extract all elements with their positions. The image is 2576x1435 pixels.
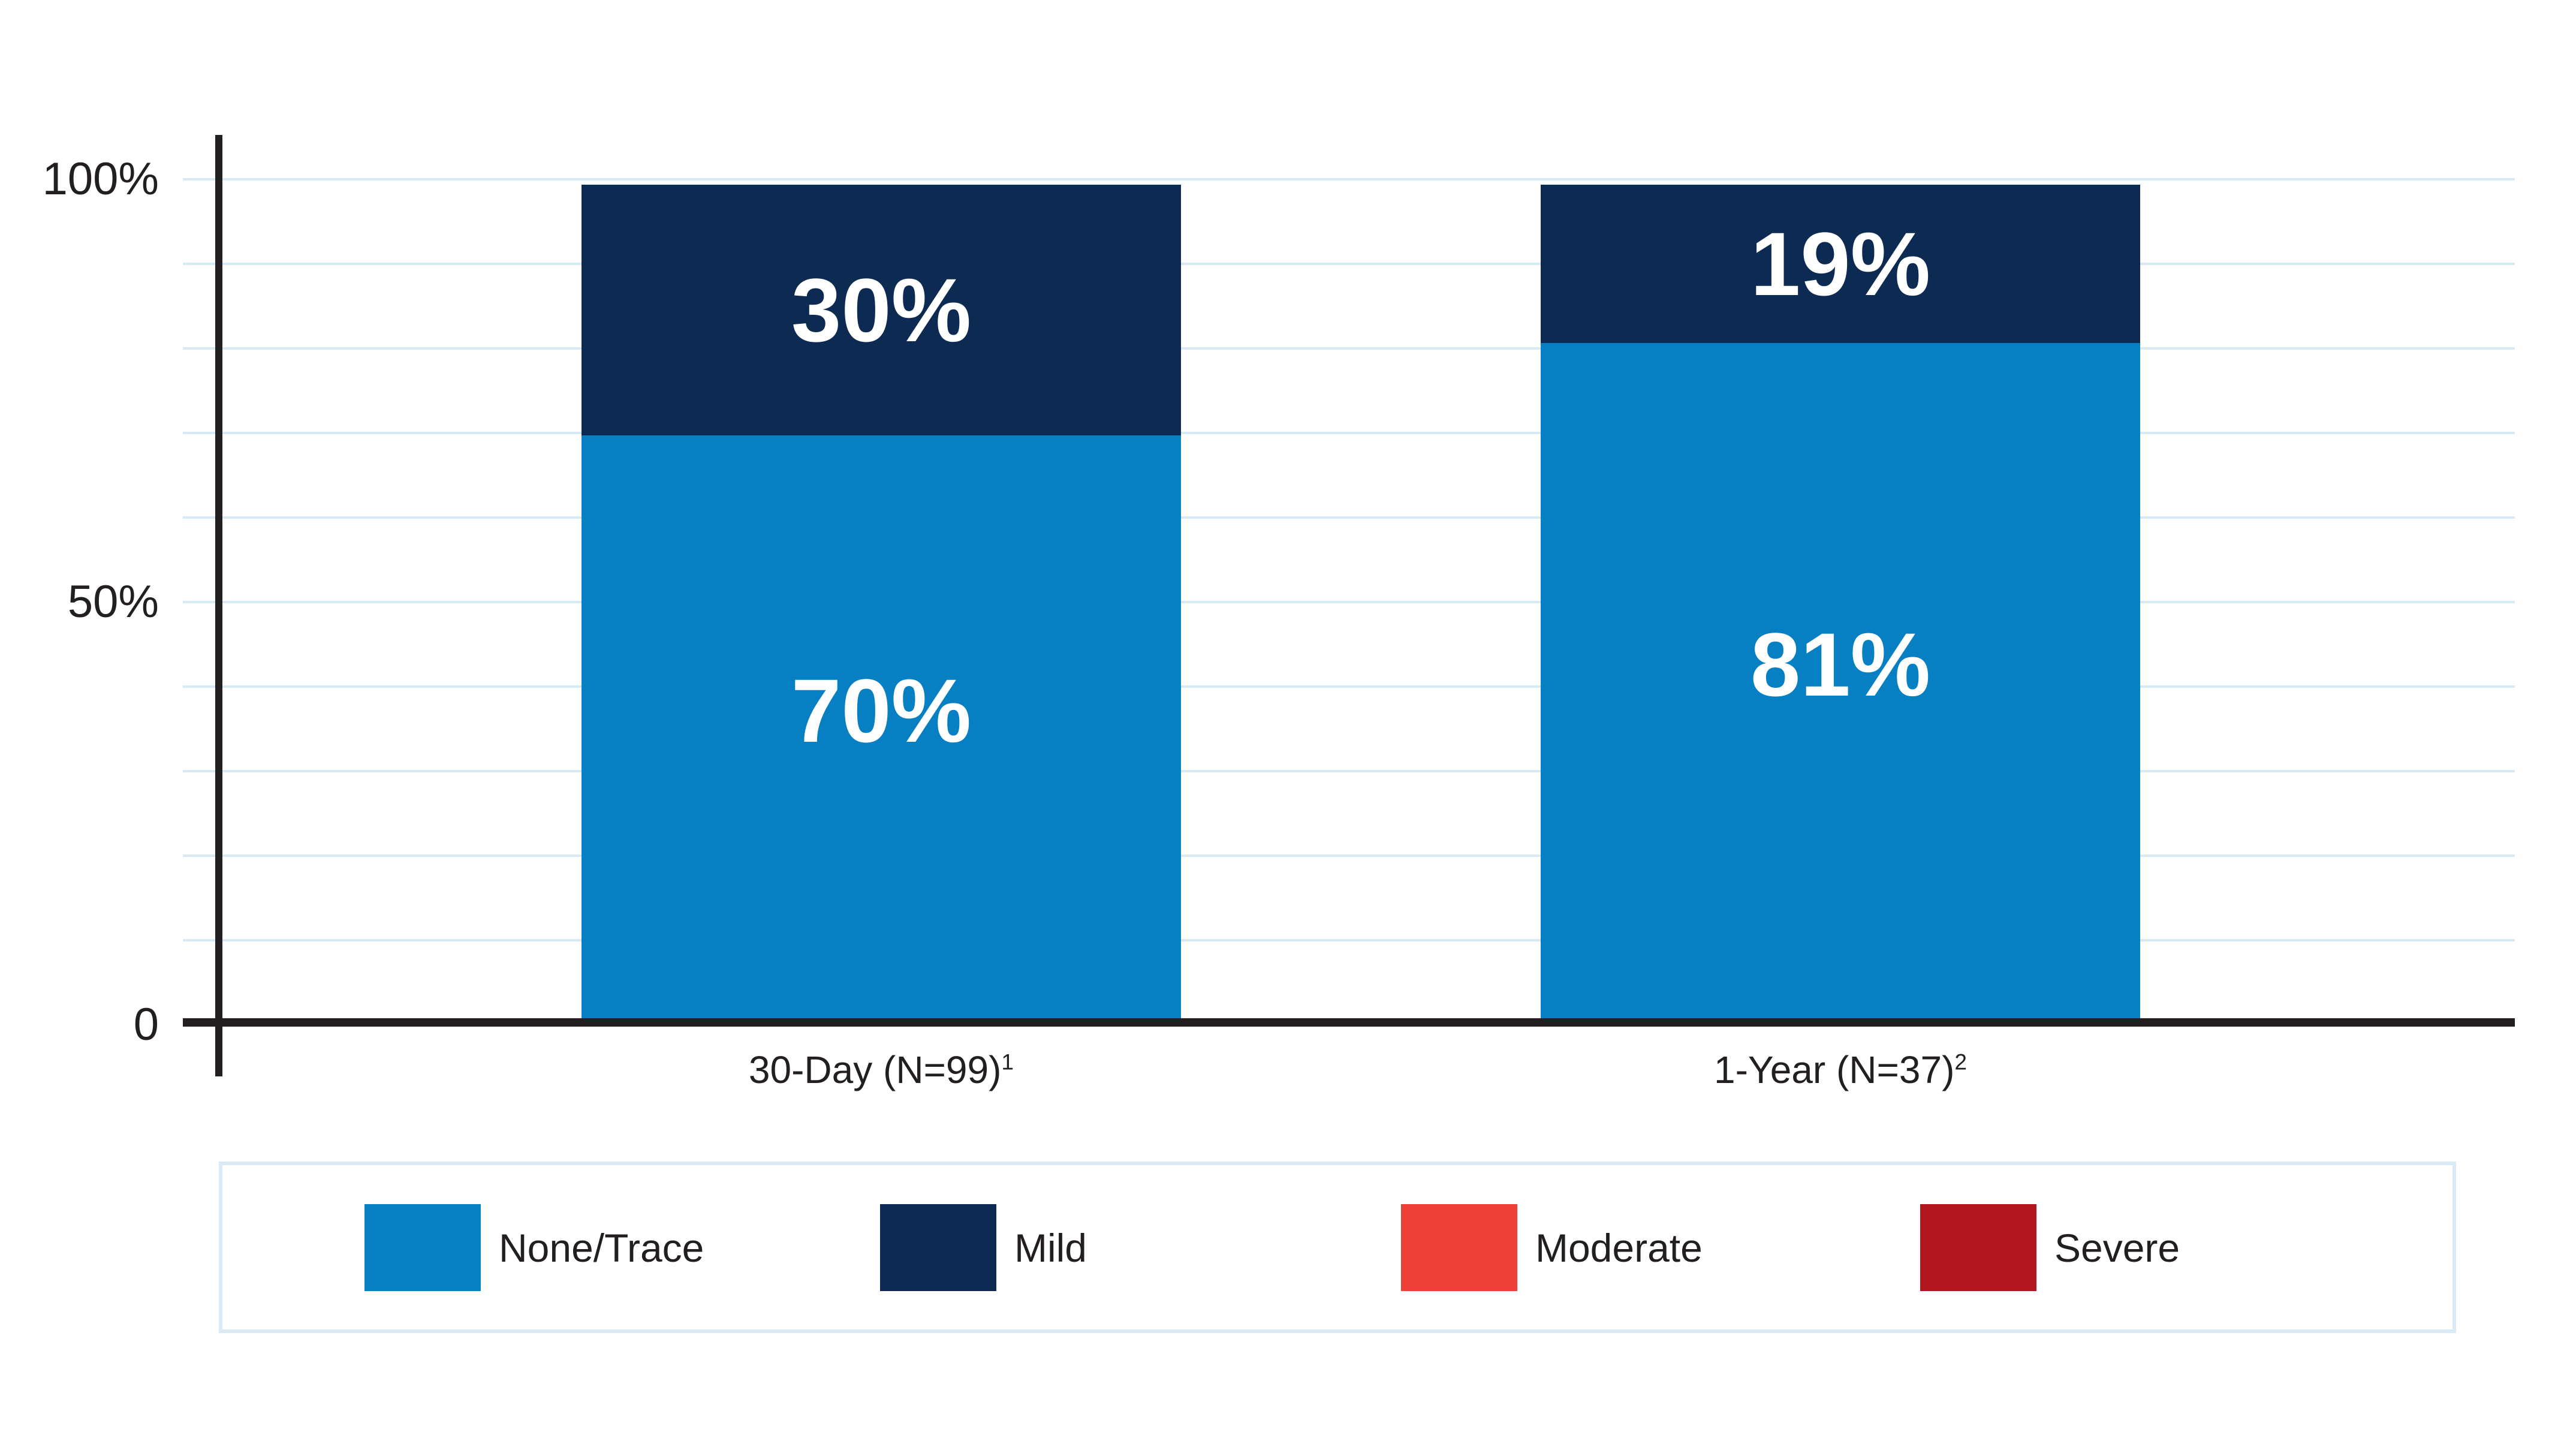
bar-data-label: 81%: [1750, 614, 1931, 715]
legend-border-box: None/Trace Mild Moderate Severe: [219, 1162, 2456, 1333]
legend-swatch-none-trace: [364, 1204, 481, 1291]
bar-segment-mild: 19%: [1541, 185, 2140, 344]
stacked-bar: 30% 70%: [582, 185, 1181, 1019]
bar-data-label: 70%: [791, 660, 972, 761]
gridline: [183, 347, 2515, 350]
legend-item-none-trace: None/Trace: [364, 1204, 704, 1291]
footnote-marker: 2: [1954, 1049, 1968, 1075]
legend-label: Mild: [1014, 1225, 1087, 1270]
gridline: [183, 516, 2515, 519]
gridline: [183, 855, 2515, 857]
gridline: [183, 432, 2515, 434]
gridline: [183, 178, 2515, 180]
bar-segment-none-trace: 70%: [582, 435, 1181, 1019]
y-tick-label: 100%: [42, 154, 159, 204]
legend-swatch-mild: [880, 1204, 996, 1291]
legend-label: Severe: [2054, 1225, 2180, 1270]
bar-segment-none-trace: 81%: [1541, 343, 2140, 1019]
legend-item-moderate: Moderate: [1401, 1204, 1703, 1291]
y-tick-label: 0: [133, 999, 159, 1050]
x-category-text: 1-Year (N=37): [1713, 1048, 1955, 1091]
gridline: [183, 770, 2515, 772]
legend-item-mild: Mild: [880, 1204, 1087, 1291]
legend-swatch-severe: [1920, 1204, 2036, 1291]
gridline: [183, 601, 2515, 603]
bar-segment-mild: 30%: [582, 185, 1181, 435]
bar-data-label: 30%: [791, 259, 972, 360]
x-category-label: 1-Year (N=37)2: [1541, 1046, 2140, 1093]
y-axis-line: [215, 135, 222, 1076]
x-axis-line: [183, 1018, 2515, 1027]
bar-data-label: 19%: [1750, 213, 1931, 315]
x-category-label: 30-Day (N=99)1: [582, 1046, 1181, 1093]
legend-swatch-moderate: [1401, 1204, 1517, 1291]
legend-label: None/Trace: [499, 1225, 704, 1270]
footnote-marker: 1: [1001, 1049, 1014, 1075]
y-tick-label: 50%: [67, 576, 159, 627]
legend-label: Moderate: [1535, 1225, 1703, 1270]
stacked-bar: 19% 81%: [1541, 185, 2140, 1019]
gridline: [183, 939, 2515, 941]
x-category-text: 30-Day (N=99): [748, 1048, 1002, 1091]
legend-item-severe: Severe: [1920, 1204, 2180, 1291]
gridline: [183, 685, 2515, 688]
gridline: [183, 263, 2515, 265]
